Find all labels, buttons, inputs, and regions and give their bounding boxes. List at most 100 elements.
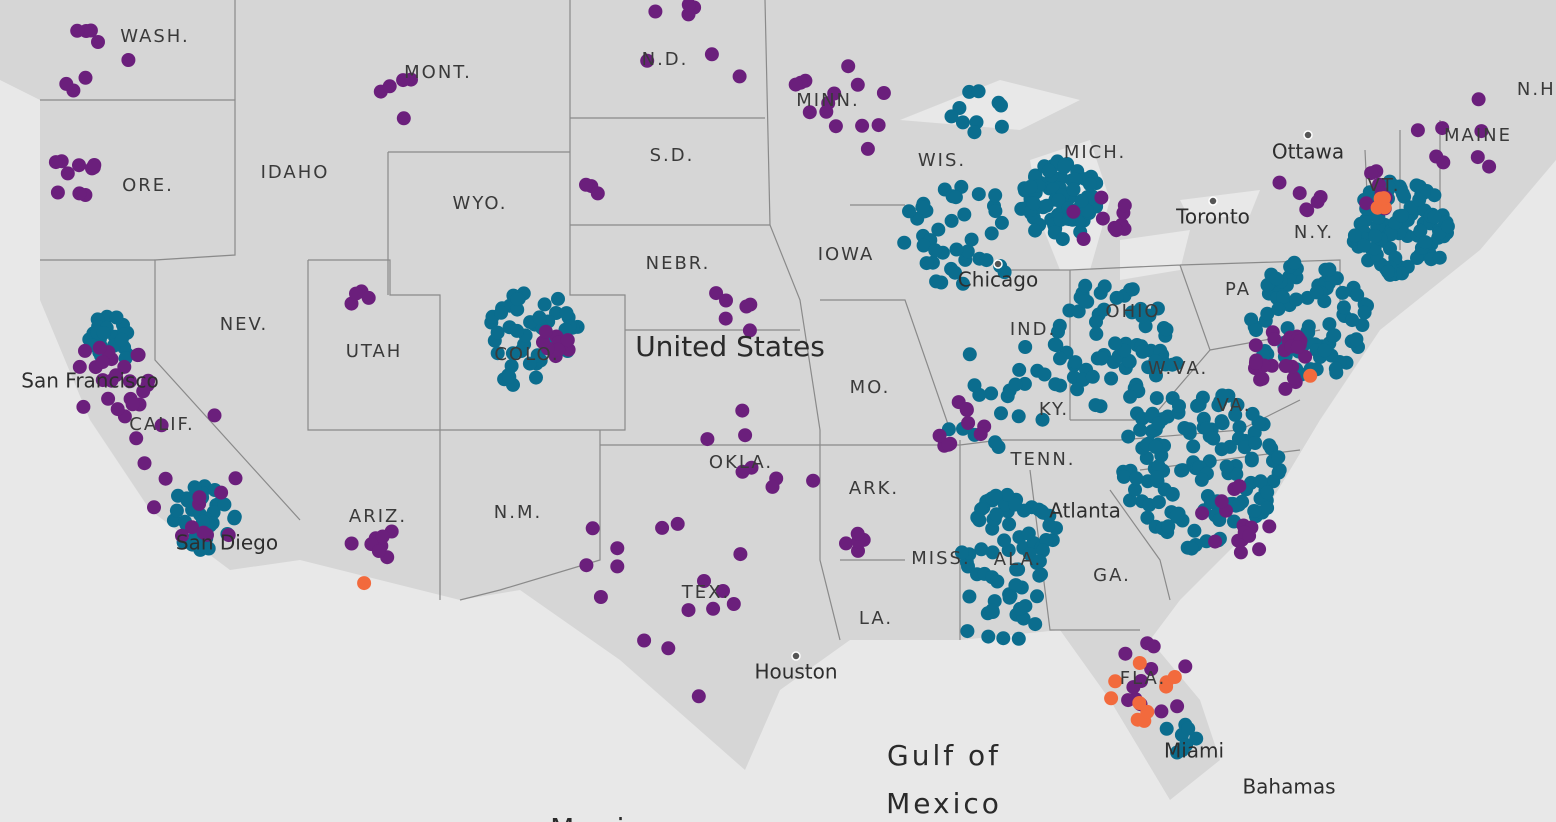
location-dot xyxy=(1364,166,1379,181)
location-dot xyxy=(1205,431,1220,445)
city-marker xyxy=(791,651,801,661)
location-dot xyxy=(1248,436,1263,450)
location-dot xyxy=(1253,474,1268,489)
state-label: NEV. xyxy=(220,314,269,335)
location-dot xyxy=(1303,368,1318,383)
location-dot xyxy=(180,493,195,508)
location-dot xyxy=(1049,338,1064,353)
location-dot xyxy=(997,533,1012,548)
location-dot xyxy=(1035,505,1050,520)
location-dot xyxy=(1039,533,1054,547)
state-label: WIS. xyxy=(918,150,966,171)
location-dot xyxy=(1133,422,1148,437)
location-dot xyxy=(59,76,74,91)
location-dot xyxy=(988,188,1003,203)
location-dot xyxy=(129,431,144,446)
location-dot xyxy=(1418,235,1433,250)
location-dot xyxy=(1410,123,1425,138)
location-dot xyxy=(1474,124,1489,139)
location-dot xyxy=(1023,179,1038,194)
location-dot xyxy=(1107,220,1122,235)
state-label: OHIO xyxy=(1105,301,1160,322)
location-dot xyxy=(960,624,975,639)
location-dot xyxy=(1440,219,1455,234)
location-dot xyxy=(121,53,136,67)
location-dot xyxy=(971,84,986,99)
location-dot xyxy=(1148,354,1163,369)
state-label: MAINE xyxy=(1444,125,1512,146)
state-label: LA. xyxy=(859,608,893,629)
location-dot xyxy=(700,432,715,447)
location-dot xyxy=(1159,721,1174,736)
location-dot xyxy=(505,346,520,361)
location-dot xyxy=(1140,704,1155,719)
location-dot xyxy=(956,276,970,291)
state-label: GA. xyxy=(1093,565,1131,586)
location-dot xyxy=(1108,336,1123,351)
location-dot xyxy=(169,503,184,518)
location-dot xyxy=(1144,662,1159,676)
location-dot xyxy=(1055,232,1070,247)
location-dot xyxy=(1118,646,1133,661)
land xyxy=(0,0,1556,800)
location-dot xyxy=(962,347,977,362)
location-dot xyxy=(207,408,222,423)
location-dot xyxy=(1189,731,1204,746)
city-label: Ottawa xyxy=(1272,140,1344,164)
location-dot xyxy=(944,213,959,228)
location-dot xyxy=(382,79,397,94)
location-dot xyxy=(1129,471,1144,486)
location-dot xyxy=(788,77,803,92)
location-dot xyxy=(1247,504,1262,518)
location-dot xyxy=(1085,369,1100,384)
location-dot xyxy=(551,342,566,357)
location-dot xyxy=(1053,351,1067,366)
location-dot xyxy=(1022,547,1037,561)
location-dot xyxy=(1088,398,1103,413)
location-dot xyxy=(1427,210,1442,225)
location-dot xyxy=(988,435,1003,450)
location-dot xyxy=(1051,324,1065,339)
location-dot xyxy=(559,306,574,321)
location-dot xyxy=(1159,322,1174,337)
location-dot xyxy=(850,526,865,541)
location-dot xyxy=(1276,290,1290,304)
location-dot xyxy=(964,232,979,247)
location-dot xyxy=(954,179,969,194)
location-dot xyxy=(175,528,189,543)
location-dot xyxy=(841,59,856,74)
location-dot xyxy=(1381,264,1395,279)
location-dot xyxy=(78,343,92,358)
state-label: TEX. xyxy=(681,582,730,603)
location-dot xyxy=(697,574,711,588)
location-dot xyxy=(344,536,359,551)
location-dot xyxy=(136,384,151,399)
location-dot xyxy=(1146,639,1161,654)
location-dot xyxy=(1192,397,1207,412)
location-dot xyxy=(1008,497,1022,512)
location-dot xyxy=(1151,416,1166,431)
state-label: IND. xyxy=(1010,319,1056,340)
location-dot xyxy=(522,356,537,371)
location-dot xyxy=(994,98,1008,113)
location-dot xyxy=(1116,469,1131,484)
location-dot xyxy=(396,111,411,126)
location-dot xyxy=(1357,305,1372,320)
location-dot xyxy=(871,118,886,133)
location-dot xyxy=(538,324,553,339)
location-dot xyxy=(490,346,505,361)
location-dot xyxy=(932,428,947,443)
location-dot xyxy=(1132,656,1147,670)
location-dot xyxy=(1412,192,1427,207)
state-label: ARK. xyxy=(849,478,899,499)
state-label: MINN. xyxy=(796,90,860,111)
location-dot xyxy=(1135,309,1149,324)
state-label: IOWA xyxy=(818,244,875,265)
location-dot xyxy=(1030,589,1044,604)
location-dot xyxy=(1232,497,1246,512)
location-dot xyxy=(1135,344,1150,359)
state-label: KY. xyxy=(1039,399,1069,420)
location-dot xyxy=(1018,599,1033,614)
location-dot xyxy=(988,204,1003,219)
location-dot xyxy=(371,544,386,558)
